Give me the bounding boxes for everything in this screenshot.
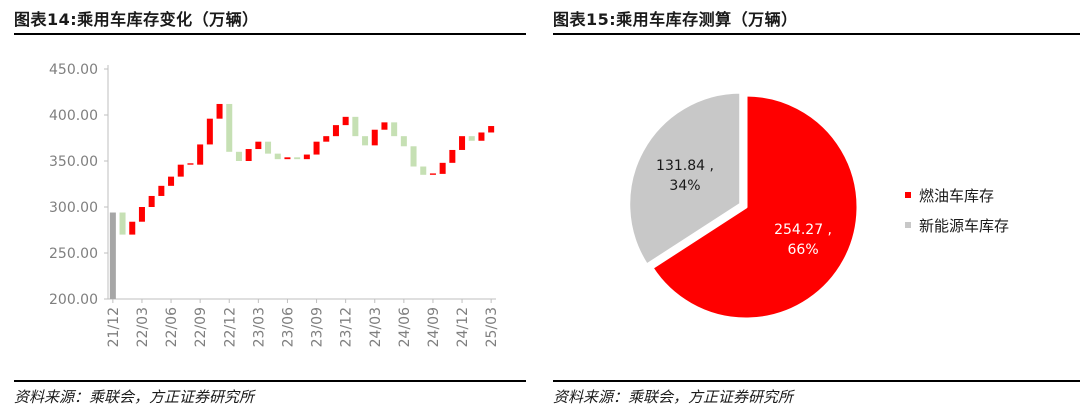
bar-increase: [177, 164, 184, 177]
x-tick-label: 21/12: [106, 307, 122, 347]
bar-increase: [381, 122, 388, 130]
bar-decrease: [362, 136, 369, 146]
bar-increase: [313, 141, 320, 155]
left-source-rule: [14, 380, 526, 382]
bar-decrease: [468, 136, 475, 141]
bar-decrease: [391, 122, 398, 137]
bar-decrease: [235, 151, 242, 161]
x-tick-label: 24/09: [426, 307, 442, 347]
y-tick-label: 200.00: [49, 292, 98, 308]
x-tick-label: 22/12: [222, 307, 238, 347]
bar-decrease: [226, 103, 233, 152]
left-source-note: 资料来源：乘联会，方正证券研究所: [14, 388, 255, 406]
right-source-rule: [553, 380, 1080, 382]
pie-chart: 254.27 , 66% 131.84 , 34%: [627, 90, 860, 321]
x-tick-label: 23/12: [339, 307, 355, 347]
bar-decrease: [274, 153, 281, 160]
x-tick-label: 22/03: [135, 307, 151, 347]
bar-increase: [148, 195, 155, 207]
bar-increase: [449, 149, 456, 163]
inventory-estimate-panel: 图表15:乘用车库存测算（万辆） 254.27 , 66% 131.84 , 34% …: [553, 0, 1080, 416]
bar-decrease: [420, 166, 427, 175]
x-tick-label: 23/03: [251, 307, 267, 347]
bar-increase: [206, 118, 213, 145]
bar-decrease: [265, 141, 272, 154]
bar-decrease: [119, 212, 126, 235]
right-figure-title: 图表15:乘用车库存测算（万辆）: [553, 10, 798, 29]
bar-increase: [439, 162, 446, 174]
right-source-note: 资料来源：乘联会，方正证券研究所: [553, 388, 794, 406]
bar-increase: [371, 129, 378, 146]
bar-total: [109, 212, 116, 299]
bar-increase: [216, 103, 223, 119]
bar-increase: [158, 185, 165, 196]
bar-decrease: [294, 157, 301, 160]
x-tick-label: 23/06: [280, 307, 296, 347]
bar-increase: [429, 173, 436, 175]
x-tick-label: 22/09: [193, 307, 209, 347]
bar-increase: [459, 136, 466, 150]
bar-increase: [342, 116, 349, 126]
bar-increase: [478, 132, 485, 141]
right-title-rule: [553, 33, 1080, 35]
pie-legend: 燃油车库存 新能源车库存: [905, 180, 1009, 240]
x-tick-label: 24/03: [368, 307, 384, 347]
x-tick-label: 25/03: [484, 307, 500, 347]
legend-swatch-nev: [905, 222, 911, 228]
legend-item-fuel: 燃油车库存: [905, 180, 1009, 210]
bar-increase: [187, 163, 194, 165]
left-figure-title: 图表14:乘用车库存变化（万辆）: [14, 10, 259, 29]
x-tick-label: 22/06: [164, 307, 180, 347]
bar-increase: [197, 144, 204, 165]
bar-increase: [332, 125, 339, 137]
y-tick-label: 300.00: [49, 200, 98, 216]
bar-increase: [138, 207, 145, 222]
pie-label-fuel-percent: 66%: [788, 242, 819, 258]
bar-increase: [129, 221, 136, 235]
y-tick-label: 350.00: [49, 154, 98, 170]
x-tick-label: 23/09: [310, 307, 326, 347]
y-tick-label: 250.00: [49, 246, 98, 262]
waterfall-chart: 200.00 250.00 300.00 350.00 400.00 450.00 21/1…: [49, 62, 500, 347]
bar-increase: [168, 176, 175, 186]
x-tick-label: 24/06: [397, 307, 413, 347]
x-tick-label: 24/12: [455, 307, 471, 347]
bar-increase: [284, 157, 291, 160]
bar-decrease: [410, 146, 417, 167]
bar-increase: [255, 141, 262, 150]
y-tick-label: 450.00: [49, 62, 98, 78]
inventory-change-panel: 图表14:乘用车库存变化（万辆） 200.00 250.00 300.00 350.0…: [0, 0, 532, 416]
pie-label-fuel-value: 254.27 ,: [774, 222, 832, 238]
bar-increase: [303, 154, 310, 160]
bar-decrease: [400, 136, 407, 147]
pie-slice-nev: [627, 90, 743, 267]
left-title-rule: [14, 33, 526, 35]
bar-increase: [323, 136, 330, 142]
legend-label-fuel: 燃油车库存: [919, 186, 995, 205]
bar-increase: [488, 126, 495, 133]
bar-decrease: [352, 116, 359, 137]
pie-label-nev-value: 131.84 ,: [656, 158, 714, 174]
legend-label-nev: 新能源车库存: [919, 216, 1010, 235]
pie-label-nev-percent: 34%: [669, 178, 700, 194]
bar-increase: [245, 149, 252, 161]
legend-item-nev: 新能源车库存: [905, 210, 1009, 240]
y-tick-label: 400.00: [49, 108, 98, 124]
pie-slice-fuel: [650, 93, 860, 321]
legend-swatch-fuel: [905, 192, 911, 198]
